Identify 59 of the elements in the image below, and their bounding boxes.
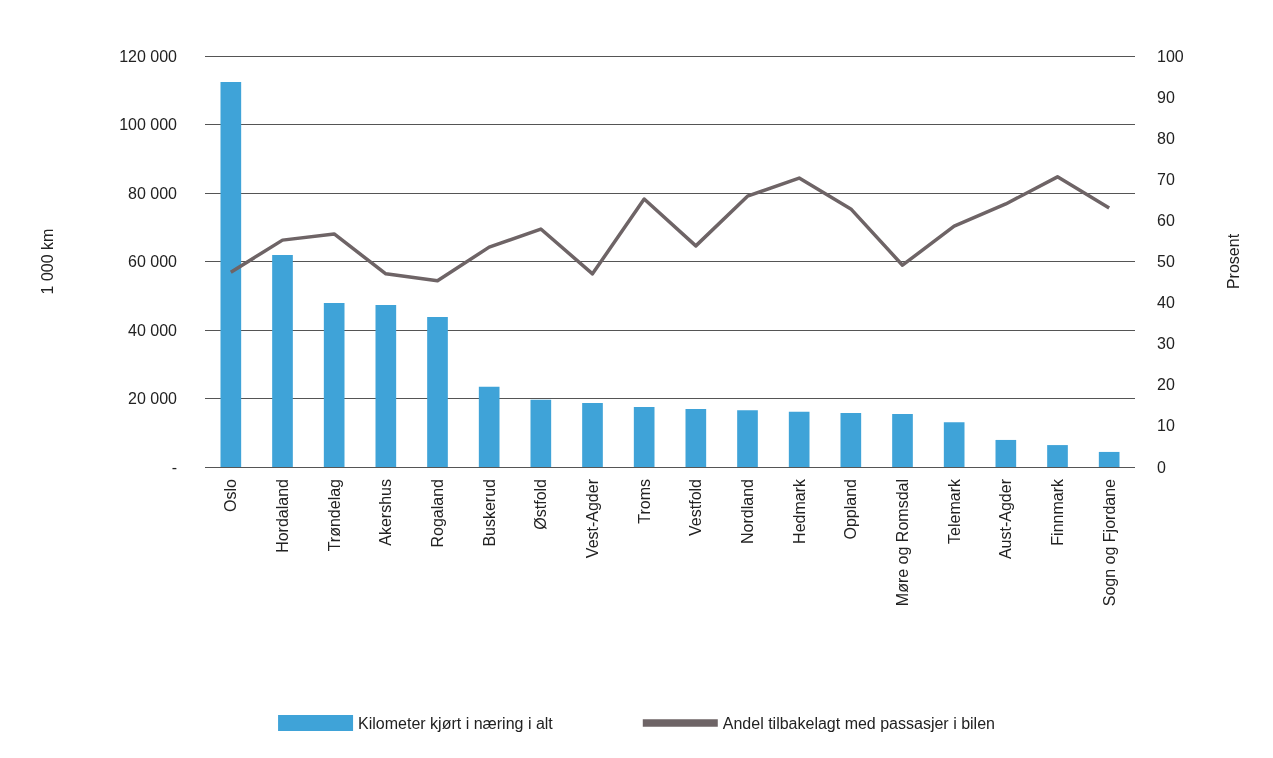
bar bbox=[840, 412, 862, 467]
y2-tick-label: 80 bbox=[1157, 129, 1175, 147]
x-tick-label: Oslo bbox=[222, 478, 240, 512]
bar bbox=[272, 254, 293, 467]
x-tick-label: Hedmark bbox=[790, 478, 808, 544]
legend-label: Kilometer kjørt i næring i alt bbox=[358, 714, 554, 732]
y2-tick-label: 70 bbox=[1157, 170, 1175, 188]
y2-tick-label: 60 bbox=[1157, 211, 1175, 229]
y-tick-label: 60 000 bbox=[128, 253, 178, 270]
bar bbox=[323, 302, 345, 467]
x-tick-label: Buskerud bbox=[480, 479, 498, 547]
y2-tick-label: 30 bbox=[1157, 335, 1175, 353]
bar bbox=[220, 82, 242, 467]
x-tick-label: Finnmark bbox=[1049, 478, 1066, 546]
bar bbox=[1047, 445, 1068, 467]
y-tick-label: 40 000 bbox=[128, 321, 178, 339]
bar bbox=[582, 402, 603, 467]
y2-tick-label: 10 bbox=[1157, 417, 1175, 435]
x-tick-label: Østfold bbox=[532, 479, 550, 530]
bar bbox=[995, 439, 1017, 467]
bar bbox=[427, 316, 448, 467]
x-tick-label: Nordland bbox=[739, 479, 756, 544]
y2-tick-label: 50 bbox=[1157, 253, 1175, 270]
bar bbox=[375, 305, 397, 467]
y-tick-label: 80 000 bbox=[128, 184, 178, 202]
x-tick-label: Møre og Romsdal bbox=[894, 479, 911, 607]
x-tick-label: Oppland bbox=[842, 479, 860, 540]
bar bbox=[685, 409, 707, 467]
bar bbox=[478, 386, 500, 467]
y-tick-label: 100 000 bbox=[119, 116, 178, 133]
y2-tick-label: 40 bbox=[1157, 294, 1175, 312]
legend-label: Andel tilbakelagt med passasjer i bilen bbox=[722, 714, 995, 732]
y-axis-title: 1 000 km bbox=[38, 228, 56, 295]
y-tick-label: 20 000 bbox=[128, 390, 178, 407]
bar bbox=[737, 410, 758, 467]
line-series bbox=[229, 175, 1111, 283]
bar bbox=[943, 422, 965, 467]
y-tick-label: 120 000 bbox=[119, 47, 178, 65]
bar bbox=[788, 411, 810, 467]
x-tick-label: Aust-Agder bbox=[997, 478, 1015, 560]
x-tick-label: Sogn og Fjordane bbox=[1100, 478, 1118, 607]
x-tick-label: Rogaland bbox=[429, 479, 446, 548]
x-tick-label: Vest-Agder bbox=[584, 478, 601, 559]
bar bbox=[892, 413, 913, 467]
x-tick-label: Telemark bbox=[945, 478, 963, 544]
x-tick-label: Trøndelag bbox=[325, 479, 343, 552]
x-tick-label: Troms bbox=[635, 479, 653, 524]
x-tick-label: Akershus bbox=[377, 479, 395, 546]
y2-tick-label: 0 bbox=[1157, 458, 1166, 476]
y2-tick-label: 90 bbox=[1157, 88, 1175, 106]
y2-tick-label: 100 bbox=[1157, 47, 1184, 65]
bar bbox=[633, 407, 655, 467]
y-tick-label: - bbox=[171, 458, 177, 476]
y2-axis-title: Prosent bbox=[1224, 233, 1242, 290]
x-tick-label: Hordaland bbox=[274, 479, 291, 553]
x-tick-label: Vestfold bbox=[687, 479, 705, 536]
y2-tick-label: 20 bbox=[1157, 376, 1175, 394]
bar bbox=[1098, 451, 1120, 467]
bar bbox=[530, 399, 552, 467]
